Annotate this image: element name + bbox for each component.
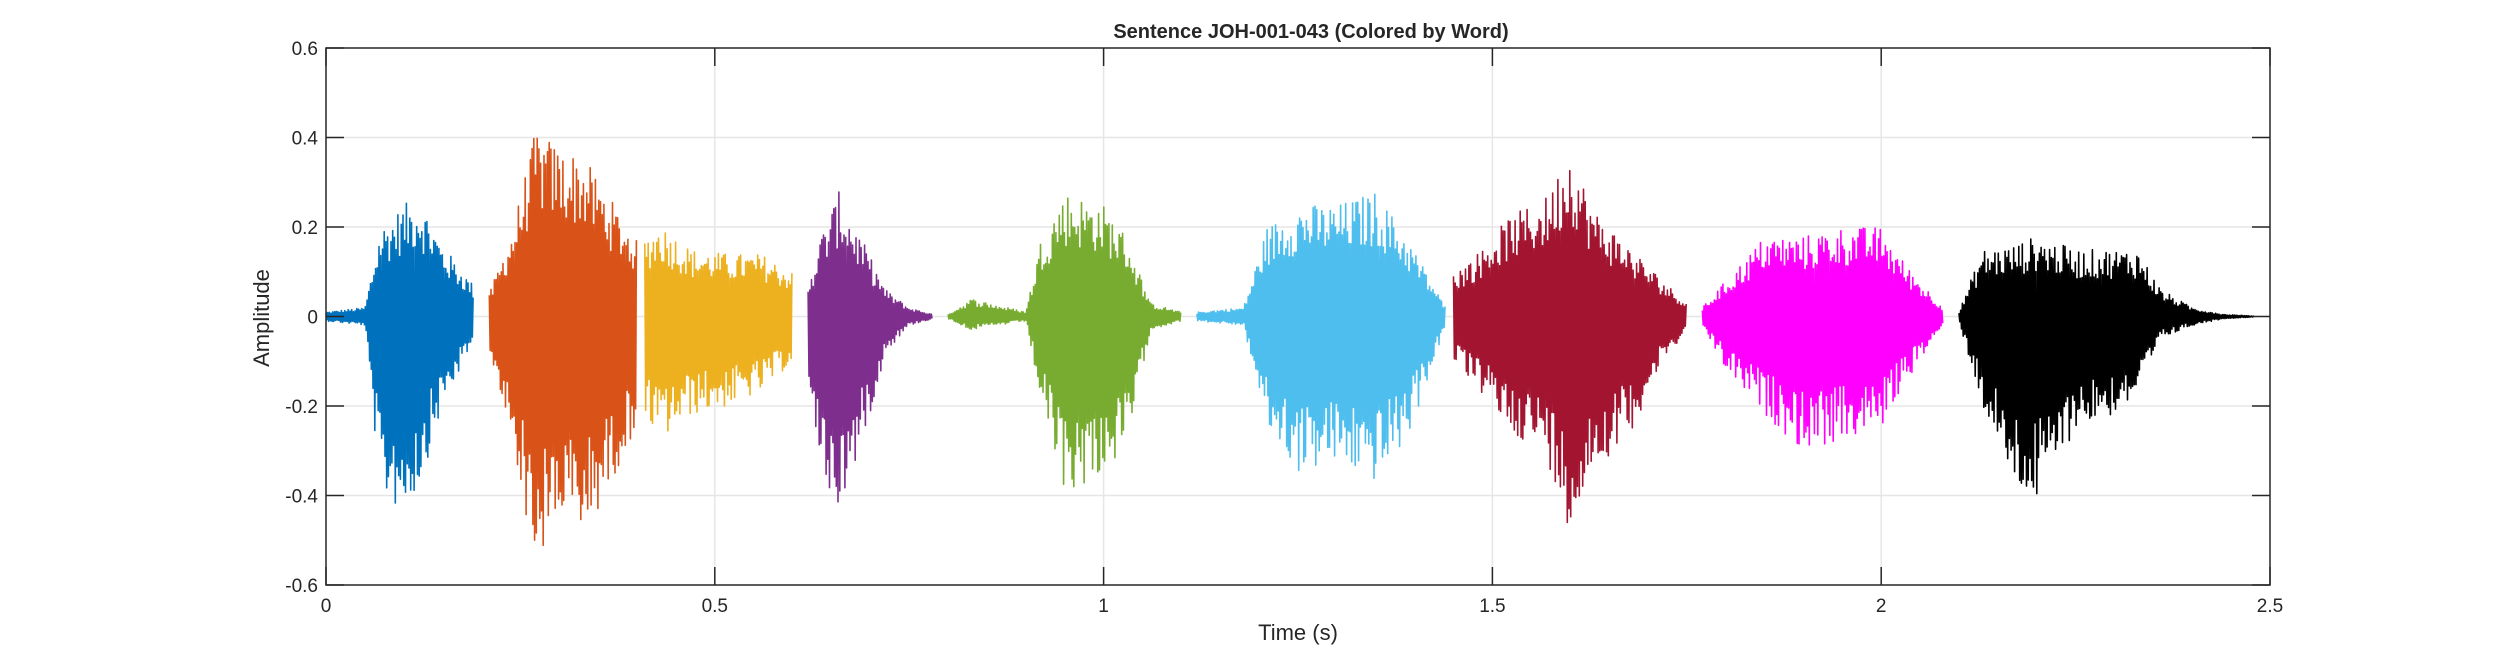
word-segment-6 xyxy=(1196,193,1446,479)
x-tick-label: 2.5 xyxy=(2257,596,2283,617)
y-tick-label: -0.2 xyxy=(285,397,318,418)
word-segment-5 xyxy=(947,197,1182,488)
x-tick-label: 0.5 xyxy=(702,596,728,617)
x-tick-label: 2 xyxy=(1876,596,1887,617)
y-axis-label: Amplitude xyxy=(249,269,274,367)
chart-title: Sentence JOH-001-043 (Colored by Word) xyxy=(1113,21,1508,43)
word-segment-1 xyxy=(325,202,474,504)
x-tick-label: 1.5 xyxy=(1479,596,1505,617)
series-layer xyxy=(325,137,2255,547)
y-tick-label: 0 xyxy=(307,308,318,329)
y-tick-label: -0.4 xyxy=(285,487,318,508)
word-segment-7 xyxy=(1452,169,1687,524)
word-segment-9 xyxy=(1958,238,2255,495)
x-tick-label: 0 xyxy=(321,596,332,617)
word-segment-2 xyxy=(488,137,638,547)
y-tick-label: -0.6 xyxy=(285,576,318,597)
axis-ticks: 0 0.5 1 1.5 2 2.5 0.6 0.4 0.2 0 -0.2 -0.4 -0.6 xyxy=(285,39,2283,617)
x-tick-label: 1 xyxy=(1098,596,1109,617)
word-segment-8 xyxy=(1701,227,1944,446)
y-tick-label: 0.4 xyxy=(292,129,319,150)
word-segment-4 xyxy=(807,191,933,503)
y-tick-label: 0.2 xyxy=(292,218,318,239)
x-axis-label: Time (s) xyxy=(1258,620,1338,645)
word-segment-3 xyxy=(644,232,793,432)
y-tick-label: 0.6 xyxy=(292,39,318,60)
